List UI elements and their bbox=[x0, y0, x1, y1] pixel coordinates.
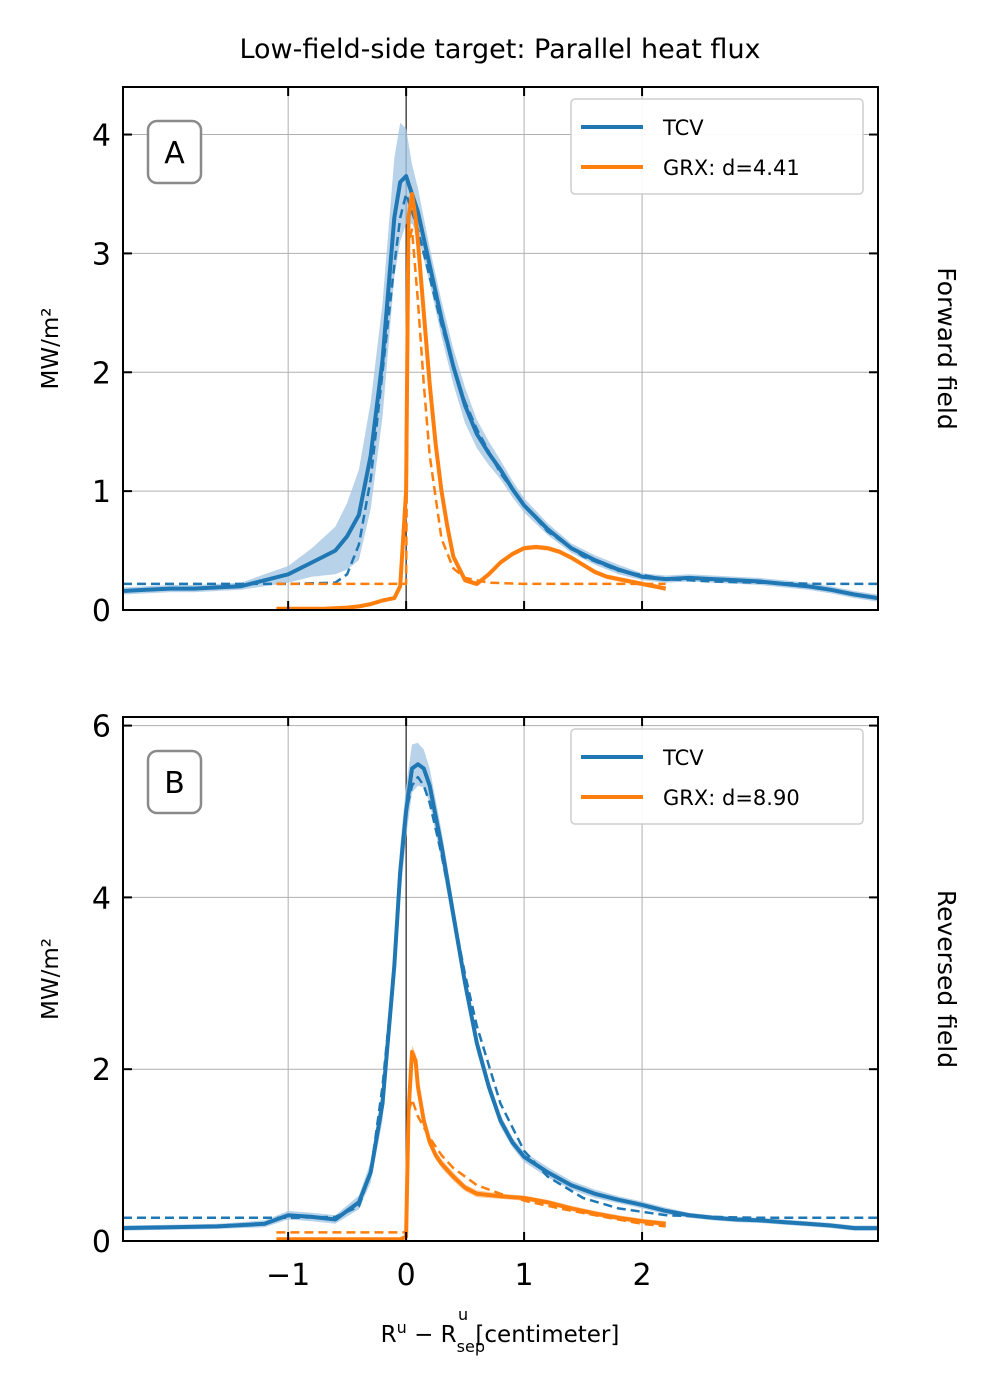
y-axis-label: MW/m² bbox=[38, 938, 64, 1020]
x-axis-label: Ru − Rsep u [centimeter] bbox=[381, 1305, 620, 1356]
axes-frame bbox=[122, 86, 879, 611]
series-line bbox=[123, 174, 878, 601]
fit-line-dashed bbox=[123, 775, 878, 1220]
y-tick-label: 4 bbox=[92, 119, 111, 154]
y-tick-label: 1 bbox=[92, 475, 111, 510]
side-label: Forward field bbox=[932, 267, 961, 429]
x-label-minus: − R bbox=[407, 1322, 457, 1348]
panel-a: 0 1 2 3 4 MW/m² Forward field A TCV GRX: d=4.41 bbox=[38, 86, 961, 629]
uncertainty-band bbox=[276, 1045, 666, 1241]
y-tick-label: 2 bbox=[92, 1053, 111, 1088]
fit-line-dashed bbox=[276, 228, 666, 586]
y-tick-label: 6 bbox=[92, 710, 111, 745]
legend-entry: GRX: d=4.41 bbox=[663, 156, 800, 180]
x-label-r: R bbox=[381, 1322, 397, 1348]
plot-area bbox=[123, 742, 878, 1241]
legend-box bbox=[570, 98, 864, 195]
panel-label-box bbox=[146, 119, 203, 185]
fit-line-dashed bbox=[123, 192, 878, 586]
x-label-sub: sep bbox=[457, 1337, 485, 1356]
y-tick-label: 3 bbox=[92, 237, 111, 272]
y-tick-label: 0 bbox=[92, 594, 111, 629]
legend-box bbox=[570, 728, 864, 825]
series-line bbox=[276, 1050, 666, 1241]
series-line bbox=[276, 192, 667, 610]
x-tick-label: −1 bbox=[266, 1258, 310, 1293]
x-label-units: [centimeter] bbox=[468, 1322, 619, 1348]
x-label-sup: u bbox=[397, 1318, 407, 1337]
side-label: Reversed field bbox=[932, 890, 961, 1068]
x-tick-label: 1 bbox=[515, 1258, 534, 1293]
legend-entry: TCV bbox=[662, 746, 704, 770]
y-tick-label: 2 bbox=[92, 356, 111, 391]
y-tick-label: 4 bbox=[92, 881, 111, 916]
legend-entry: TCV bbox=[662, 116, 704, 140]
panel-label-box bbox=[146, 749, 203, 815]
x-tick-label: 2 bbox=[633, 1258, 652, 1293]
x-tick-label: 0 bbox=[397, 1258, 416, 1293]
panel-label: A bbox=[164, 136, 185, 171]
legend-entry: GRX: d=8.90 bbox=[663, 786, 800, 810]
panel-label: B bbox=[164, 766, 185, 801]
y-tick-label: 0 bbox=[92, 1225, 111, 1260]
fit-line-dashed bbox=[276, 1098, 666, 1234]
figure-title: Low-field-side target: Parallel heat flu… bbox=[239, 34, 760, 65]
plot-area bbox=[123, 122, 878, 610]
panel-b: −1 0 1 2 0 2 4 6 MW/m² Reversed field B TCV GRX: d=8… bbox=[38, 710, 961, 1293]
axes-frame bbox=[122, 716, 879, 1242]
y-axis-label: MW/m² bbox=[38, 308, 64, 390]
series-line bbox=[123, 762, 878, 1231]
x-label-sup2: u bbox=[458, 1305, 468, 1324]
